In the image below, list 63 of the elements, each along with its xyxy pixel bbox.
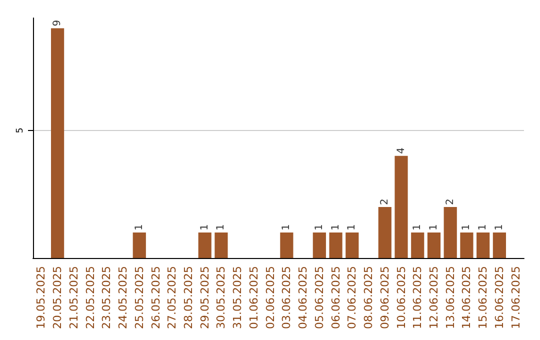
bar [346, 232, 359, 258]
x-tick-label: 15.06.2025 [476, 266, 490, 330]
data-label: 2 [444, 198, 456, 205]
x-tick-label: 16.06.2025 [492, 266, 506, 330]
data-label: 2 [379, 198, 390, 205]
data-label: 1 [199, 224, 210, 230]
bar [476, 232, 490, 258]
x-tick-label: 24.05.2025 [116, 266, 130, 330]
bar [329, 232, 342, 258]
data-label: 1 [216, 224, 227, 230]
x-tick-label: 23.05.2025 [100, 266, 114, 330]
x-tick-label: 05.06.2025 [312, 266, 326, 330]
x-tick-label: 02.06.2025 [264, 266, 277, 330]
x-tick-label: 25.05.2025 [132, 266, 146, 330]
bar [51, 28, 64, 258]
x-tick-label: 21.05.2025 [67, 266, 80, 330]
x-tick-label: 06.06.2025 [329, 266, 342, 330]
bar [492, 232, 506, 258]
x-tick-label: 09.06.2025 [378, 266, 392, 330]
x-tick-label: 17.06.2025 [509, 266, 522, 330]
x-tick-label: 28.05.2025 [182, 266, 195, 330]
x-tick-label: 01.06.2025 [247, 266, 260, 330]
data-label: 1 [412, 224, 424, 230]
x-tick-label: 26.05.2025 [149, 266, 162, 330]
bar [280, 232, 294, 258]
bar [312, 232, 326, 258]
bar [378, 206, 392, 258]
bar [460, 232, 474, 258]
data-label: 1 [134, 224, 145, 230]
x-tick-label: 11.06.2025 [411, 266, 424, 330]
data-label: 1 [428, 224, 440, 230]
x-tick-label: 19.05.2025 [34, 266, 48, 330]
x-tick-label: 03.06.2025 [280, 266, 294, 330]
x-tick-label: 07.06.2025 [346, 266, 359, 330]
data-label: 4 [396, 148, 407, 154]
x-tick-label: 22.05.2025 [84, 266, 97, 330]
data-label: 1 [330, 224, 342, 230]
data-label: 9 [52, 20, 64, 26]
bar [132, 232, 146, 258]
data-label: 1 [478, 224, 489, 230]
bar [198, 232, 212, 258]
x-tick-label: 08.06.2025 [362, 266, 376, 330]
x-tick-label: 14.06.2025 [460, 266, 474, 330]
x-tick-label: 30.05.2025 [214, 266, 228, 330]
x-tick-label: 31.05.2025 [231, 266, 244, 330]
data-label: 1 [494, 224, 505, 230]
x-tick-label: 27.05.2025 [166, 266, 179, 330]
x-tick-label: 12.06.2025 [427, 266, 440, 330]
x-tick-label: 04.06.2025 [296, 266, 310, 330]
x-tick-label: 20.05.2025 [51, 266, 64, 330]
bar [411, 232, 424, 258]
x-tick-label: 10.06.2025 [394, 266, 408, 330]
bar [214, 232, 228, 258]
data-label: 1 [461, 224, 472, 230]
x-tick-label: 13.06.2025 [444, 266, 457, 330]
data-label: 1 [346, 224, 358, 230]
data-label: 1 [314, 224, 325, 230]
bar [394, 156, 408, 258]
data-label: 1 [281, 224, 292, 230]
y-tick-label: 5 [16, 127, 26, 134]
x-tick-label: 29.05.2025 [198, 266, 212, 330]
bar [427, 232, 441, 258]
bar [444, 206, 457, 258]
